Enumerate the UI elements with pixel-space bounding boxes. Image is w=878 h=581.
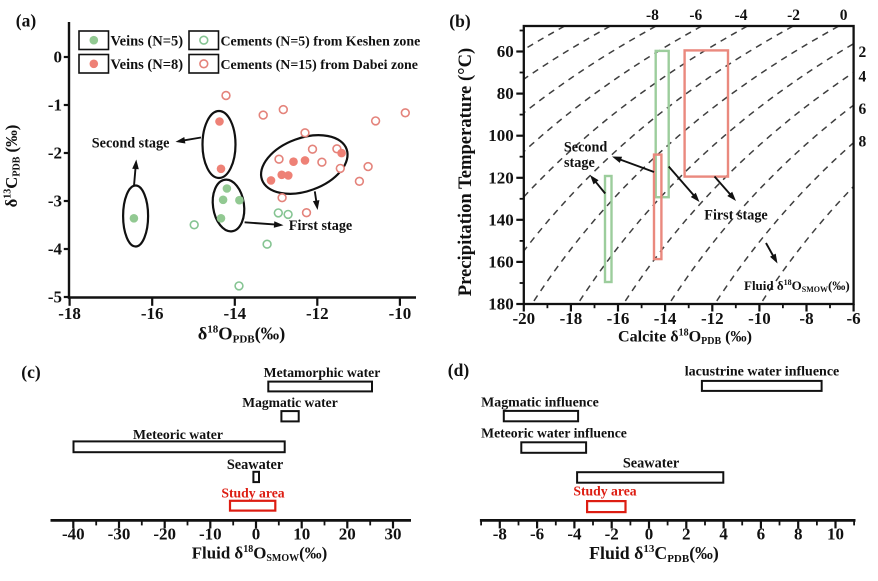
svg-text:-2: -2 [605, 525, 619, 544]
svg-text:10: 10 [827, 525, 844, 544]
svg-text:Study area: Study area [573, 484, 636, 499]
svg-text:(b): (b) [449, 11, 471, 31]
svg-text:First stage: First stage [704, 208, 767, 224]
svg-text:stage: stage [564, 155, 595, 171]
svg-text:lacustrine water influence: lacustrine water influence [685, 364, 840, 379]
svg-text:8: 8 [859, 134, 867, 151]
svg-text:6: 6 [757, 525, 766, 544]
svg-text:80: 80 [497, 84, 514, 103]
svg-text:-14: -14 [654, 309, 677, 328]
svg-text:-14: -14 [223, 304, 246, 323]
svg-text:-18: -18 [58, 304, 81, 323]
svg-text:4: 4 [859, 69, 867, 86]
svg-text:δ18OPDB(‰): δ18OPDB(‰) [198, 324, 286, 346]
svg-text:-6: -6 [530, 525, 544, 544]
svg-text:2: 2 [859, 44, 867, 61]
svg-text:-4: -4 [567, 525, 582, 544]
svg-text:-2: -2 [787, 7, 800, 24]
svg-text:-12: -12 [306, 304, 329, 323]
svg-text:Veins (N=8): Veins (N=8) [111, 57, 184, 73]
svg-text:8: 8 [794, 525, 803, 544]
svg-text:120: 120 [488, 168, 514, 187]
svg-text:6: 6 [859, 101, 867, 118]
svg-text:Fluid δ13CPDB(‰): Fluid δ13CPDB(‰) [589, 543, 719, 565]
svg-text:-2: -2 [48, 144, 62, 163]
svg-text:Seawater: Seawater [227, 457, 284, 473]
svg-text:-6: -6 [847, 309, 861, 328]
svg-text:60: 60 [497, 42, 514, 61]
svg-text:Magmatic influence: Magmatic influence [481, 396, 599, 411]
svg-text:-1: -1 [48, 96, 62, 115]
svg-text:10: 10 [293, 525, 310, 544]
svg-text:Cements (N=15) from Dabei zone: Cements (N=15) from Dabei zone [221, 58, 418, 73]
svg-text:δ13CPDB (‰): δ13CPDB (‰) [2, 125, 23, 208]
svg-text:Meteoric water influence: Meteoric water influence [481, 426, 627, 441]
svg-text:(c): (c) [21, 362, 41, 382]
svg-text:Cements (N=5) from Keshen zon: Cements (N=5) from Keshen zone [221, 34, 421, 49]
svg-text:First stage: First stage [289, 218, 352, 234]
svg-text:20: 20 [339, 525, 356, 544]
svg-text:160: 160 [488, 252, 514, 271]
svg-text:-10: -10 [389, 304, 412, 323]
svg-text:180: 180 [488, 295, 514, 314]
svg-text:-20: -20 [153, 525, 176, 544]
svg-text:30: 30 [385, 525, 402, 544]
svg-text:-18: -18 [560, 309, 583, 328]
svg-text:-10: -10 [199, 525, 222, 544]
svg-text:-30: -30 [108, 525, 131, 544]
svg-text:-16: -16 [607, 309, 630, 328]
svg-text:Study area: Study area [221, 486, 284, 501]
svg-text:0: 0 [252, 525, 261, 544]
svg-text:-8: -8 [493, 525, 507, 544]
svg-text:2: 2 [682, 525, 691, 544]
svg-text:-3: -3 [48, 192, 62, 211]
svg-text:-8: -8 [799, 309, 813, 328]
svg-text:-6: -6 [689, 7, 702, 24]
svg-text:140: 140 [488, 210, 514, 229]
svg-text:Seawater: Seawater [623, 456, 680, 472]
svg-text:4: 4 [719, 525, 728, 544]
svg-text:0: 0 [54, 48, 63, 67]
svg-text:-40: -40 [62, 525, 85, 544]
svg-text:-8: -8 [646, 7, 659, 24]
svg-text:Metamorphic water: Metamorphic water [264, 365, 381, 380]
svg-text:(a): (a) [16, 11, 37, 31]
svg-text:100: 100 [488, 126, 514, 145]
svg-text:0: 0 [840, 7, 848, 24]
svg-text:Fluid δ18OSMOW(‰): Fluid δ18OSMOW(‰) [192, 544, 328, 565]
svg-text:Fluid δ18OSMOW(‰): Fluid δ18OSMOW(‰) [744, 278, 850, 294]
svg-text:(d): (d) [448, 360, 470, 380]
svg-text:-4: -4 [48, 240, 63, 259]
svg-text:0: 0 [645, 525, 654, 544]
svg-text:Magmatic water: Magmatic water [242, 395, 338, 410]
svg-text:-4: -4 [735, 7, 748, 24]
svg-text:-12: -12 [701, 309, 724, 328]
svg-text:Second: Second [564, 140, 607, 156]
svg-text:Precipitation Temperature (°C): Precipitation Temperature (°C) [455, 48, 476, 296]
svg-text:-20: -20 [512, 309, 535, 328]
svg-text:Second stage: Second stage [92, 135, 170, 151]
svg-text:-5: -5 [48, 288, 62, 307]
svg-text:-10: -10 [748, 309, 771, 328]
svg-text:Veins (N=5): Veins (N=5) [111, 33, 184, 49]
svg-text:Meteoric water: Meteoric water [133, 427, 223, 442]
svg-text:-16: -16 [141, 304, 164, 323]
